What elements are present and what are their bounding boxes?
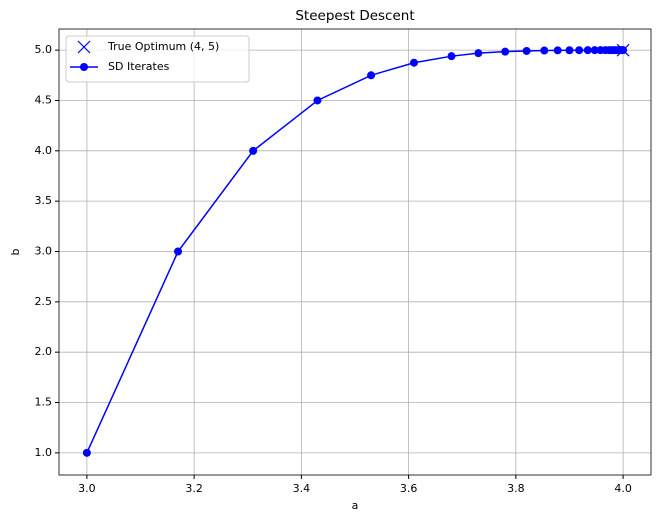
y-tick-label: 2.5 — [35, 295, 53, 308]
point — [619, 46, 628, 55]
y-tick-label: 5.0 — [35, 43, 53, 56]
plot-frame — [58, 28, 652, 476]
x-tick-label: 3.6 — [400, 482, 418, 495]
y-axis-label: b — [9, 248, 22, 255]
y-tick-label: 3.5 — [35, 194, 53, 207]
legend-label: True Optimum (4, 5) — [107, 40, 219, 53]
point — [540, 46, 549, 55]
chart-title: Steepest Descent — [295, 8, 414, 24]
x-tick-label: 3.2 — [185, 482, 203, 495]
point — [575, 46, 584, 55]
x-tick-label: 3.4 — [293, 482, 311, 495]
legend-swatch — [80, 63, 88, 71]
legend-box — [65, 35, 250, 83]
y-tick-label: 3.0 — [35, 244, 53, 257]
x-tick-label: 3.8 — [507, 482, 525, 495]
y-tick-label: 4.5 — [35, 93, 53, 106]
x-tick-label: 4.0 — [614, 482, 632, 495]
x-axis-label: a — [352, 499, 359, 512]
point — [565, 46, 574, 55]
point — [501, 47, 510, 56]
point — [474, 49, 483, 58]
y-tick-label: 1.5 — [35, 396, 53, 409]
point — [553, 46, 562, 55]
point — [447, 52, 456, 61]
y-tick-label: 4.0 — [35, 144, 53, 157]
x-marker-stroke — [77, 40, 91, 54]
y-tick-label: 1.0 — [35, 446, 53, 459]
point — [313, 96, 322, 105]
point — [174, 247, 183, 256]
point — [249, 146, 258, 155]
legend-swatch — [77, 40, 91, 54]
point — [590, 46, 599, 55]
point — [82, 448, 91, 457]
y-tick-label: 2.0 — [35, 345, 53, 358]
legend: True Optimum (4, 5) SD Iterates — [65, 35, 250, 83]
point — [367, 71, 376, 80]
point — [522, 46, 531, 55]
point — [583, 46, 592, 55]
x-tick-label: 3.0 — [78, 482, 96, 495]
legend-label: SD Iterates — [108, 60, 170, 73]
point — [409, 58, 418, 67]
